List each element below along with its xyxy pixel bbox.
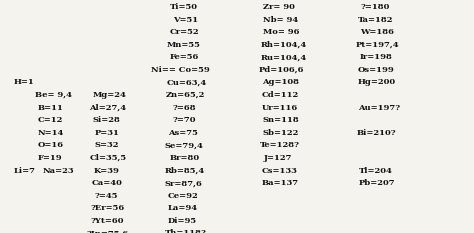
Text: Ru=104,4: Ru=104,4 [260,53,307,61]
Text: Cl=35,5: Cl=35,5 [90,154,127,162]
Text: B=11: B=11 [37,104,64,112]
Text: Ti=50: Ti=50 [170,3,198,11]
Text: ?Er=56: ?Er=56 [90,204,124,212]
Text: As=75: As=75 [168,129,198,137]
Text: Be= 9,4: Be= 9,4 [35,91,72,99]
Text: Fe=56: Fe=56 [170,53,199,61]
Text: K=39: K=39 [93,167,119,175]
Text: La=94: La=94 [167,204,198,212]
Text: Br=80: Br=80 [169,154,200,162]
Text: ?Yt=60: ?Yt=60 [90,217,124,225]
Text: Ba=137: Ba=137 [261,179,298,187]
Text: Bi=210?: Bi=210? [356,129,396,137]
Text: Li=7: Li=7 [13,167,35,175]
Text: H=1: H=1 [13,79,34,86]
Text: Na=23: Na=23 [43,167,74,175]
Text: O=16: O=16 [37,141,64,149]
Text: N=14: N=14 [37,129,64,137]
Text: W=186: W=186 [360,28,394,36]
Text: Ta=182: Ta=182 [358,16,393,24]
Text: Hg=200: Hg=200 [358,79,396,86]
Text: Os=199: Os=199 [358,66,395,74]
Text: S=32: S=32 [95,141,119,149]
Text: Sb=122: Sb=122 [262,129,299,137]
Text: Ni== Co=59: Ni== Co=59 [151,66,210,74]
Text: ?=45: ?=45 [95,192,118,200]
Text: Cr=52: Cr=52 [170,28,199,36]
Text: Al=27,4: Al=27,4 [89,104,126,112]
Text: Se=79,4: Se=79,4 [164,141,203,149]
Text: Au=197?: Au=197? [358,104,400,112]
Text: J=127: J=127 [264,154,292,162]
Text: Pd=106,6: Pd=106,6 [259,66,304,74]
Text: P=31: P=31 [95,129,119,137]
Text: Ur=116: Ur=116 [262,104,298,112]
Text: Rh=104,4: Rh=104,4 [260,41,307,49]
Text: Pt=197,4: Pt=197,4 [356,41,399,49]
Text: C=12: C=12 [37,116,63,124]
Text: Mg=24: Mg=24 [92,91,126,99]
Text: Pb=207: Pb=207 [359,179,395,187]
Text: V=51: V=51 [173,16,198,24]
Text: Cs=133: Cs=133 [261,167,297,175]
Text: Si=28: Si=28 [92,116,120,124]
Text: Cu=63,4: Cu=63,4 [167,79,207,86]
Text: Tl=204: Tl=204 [359,167,392,175]
Text: ?=70: ?=70 [172,116,196,124]
Text: Zn=65,2: Zn=65,2 [165,91,205,99]
Text: Rb=85,4: Rb=85,4 [164,167,205,175]
Text: Mn=55: Mn=55 [167,41,201,49]
Text: Ag=108: Ag=108 [262,79,299,86]
Text: Nb= 94: Nb= 94 [263,16,298,24]
Text: Zr= 90: Zr= 90 [263,3,295,11]
Text: Mo= 96: Mo= 96 [263,28,300,36]
Text: Te=128?: Te=128? [260,141,300,149]
Text: Cd=112: Cd=112 [262,91,300,99]
Text: Th=118?: Th=118? [164,230,206,233]
Text: Ca=40: Ca=40 [91,179,122,187]
Text: Ir=198: Ir=198 [359,53,392,61]
Text: ?=180: ?=180 [360,3,390,11]
Text: ?=68: ?=68 [172,104,196,112]
Text: Sr=87,6: Sr=87,6 [164,179,202,187]
Text: F=19: F=19 [37,154,62,162]
Text: Ce=92: Ce=92 [167,192,198,200]
Text: Di=95: Di=95 [167,217,196,225]
Text: Sn=118: Sn=118 [262,116,299,124]
Text: ?In=75,6: ?In=75,6 [87,230,129,233]
